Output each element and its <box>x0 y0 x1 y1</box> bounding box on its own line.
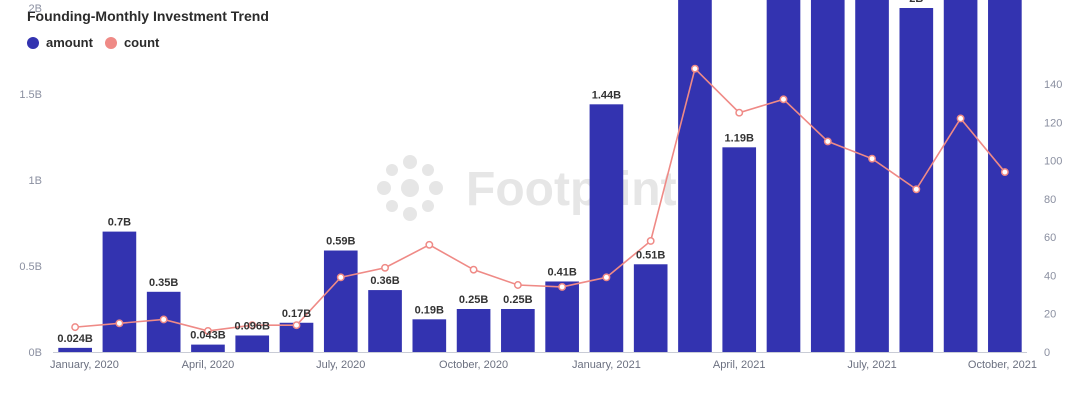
bar <box>412 319 447 352</box>
watermark: Footprint <box>377 155 677 221</box>
y-right-tick-label: 40 <box>1044 270 1056 282</box>
y-left-tick-label: 1.5B <box>19 89 42 101</box>
x-tick-label: July, 2021 <box>847 359 896 371</box>
legend-label-count: count <box>123 35 160 50</box>
bar-data-label: 0.024B <box>57 333 93 345</box>
count-point <box>779 95 788 104</box>
count-point <box>159 315 168 324</box>
bar <box>456 309 491 352</box>
x-tick-label: April, 2021 <box>713 359 766 371</box>
bar <box>323 250 358 352</box>
bar-data-label: 0.17B <box>282 308 311 320</box>
bar-data-label: 0.51B <box>636 249 665 261</box>
count-point <box>381 263 389 272</box>
bar <box>722 147 757 352</box>
bar-data-label: 1.19B <box>725 132 754 144</box>
count-point <box>558 282 567 291</box>
bar-data-label: 0.096B <box>234 320 270 332</box>
bar <box>191 344 225 352</box>
count-point <box>513 281 522 289</box>
legend-swatch-count <box>104 36 117 49</box>
bar <box>899 8 934 352</box>
y-left-tick-label: 2B <box>29 3 42 15</box>
y-right-tick-label: 140 <box>1044 79 1062 91</box>
legend-label-amount: amount <box>46 35 93 50</box>
bar <box>855 0 889 352</box>
x-tick-label: October, 2021 <box>968 359 1037 371</box>
watermark-text: Footprint <box>466 163 677 216</box>
y-right-tick-label: 100 <box>1044 156 1062 168</box>
x-tick-label: April, 2020 <box>182 359 235 371</box>
bar <box>633 264 668 352</box>
count-point <box>602 273 611 282</box>
count-point <box>248 321 257 330</box>
count-point <box>336 273 345 282</box>
bar-data-label: 0.35B <box>149 277 178 289</box>
count-point <box>956 114 965 123</box>
bar <box>766 0 801 352</box>
bar-data-label: 0.7B <box>108 217 131 229</box>
bar-data-label: 1.44B <box>592 89 621 101</box>
bar-data-label: 2B <box>909 0 923 5</box>
bar-data-label: 0.41B <box>547 266 576 278</box>
y-left-tick-label: 0B <box>29 347 42 359</box>
bar-data-label: 0.59B <box>326 236 355 248</box>
y-right-tick-label: 20 <box>1044 309 1056 321</box>
y-left-tick-label: 0.5B <box>19 261 42 273</box>
count-point <box>646 237 655 245</box>
bar <box>102 231 137 352</box>
count-point <box>691 64 699 73</box>
bar <box>501 309 535 352</box>
bar-data-label: 0.043B <box>190 330 226 342</box>
bar <box>678 0 712 353</box>
count-line <box>75 67 1006 332</box>
count-point <box>204 326 212 335</box>
legend-item-count[interactable]: count <box>104 35 160 50</box>
count-point <box>425 240 434 249</box>
count-point <box>823 137 832 146</box>
y-left-tick-label: 1B <box>29 175 42 187</box>
legend-item-amount[interactable]: amount <box>27 35 93 50</box>
count-point <box>868 154 876 163</box>
y-right-tick-label: 80 <box>1044 194 1056 206</box>
x-tick-label: January, 2020 <box>50 359 119 371</box>
bar <box>58 347 92 352</box>
watermark-logo-icon <box>377 155 443 221</box>
x-tick-label: July, 2020 <box>316 359 365 371</box>
legend: amount count <box>27 35 171 50</box>
bar-data-label: 0.36B <box>370 275 399 287</box>
bar <box>545 281 579 352</box>
count-point <box>912 185 921 194</box>
bar <box>235 335 270 352</box>
count-point <box>115 319 124 328</box>
count-point <box>292 321 301 330</box>
bar <box>589 104 624 352</box>
count-point <box>1000 168 1009 177</box>
x-tick-label: October, 2020 <box>439 359 508 371</box>
bar-data-label: 0.25B <box>459 294 488 306</box>
chart-title: Founding-Monthly Investment Trend <box>27 8 269 24</box>
y-right-tick-label: 120 <box>1044 117 1062 129</box>
bar <box>368 290 402 352</box>
bar-data-label: 0.19B <box>415 304 444 316</box>
count-point <box>71 323 80 332</box>
x-tick-label: January, 2021 <box>572 359 641 371</box>
bar <box>943 0 978 352</box>
count-point <box>469 265 478 274</box>
bar <box>810 0 845 353</box>
bar-data-label: 0.25B <box>503 294 532 306</box>
count-point <box>735 108 744 117</box>
legend-swatch-amount <box>27 36 39 49</box>
y-right-tick-label: 60 <box>1044 232 1056 244</box>
y-right-tick-label: 0 <box>1044 347 1050 359</box>
